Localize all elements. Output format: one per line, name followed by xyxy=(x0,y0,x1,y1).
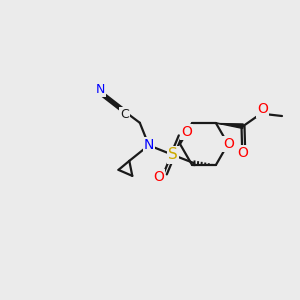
Text: C: C xyxy=(120,108,129,121)
Text: O: O xyxy=(238,146,248,160)
Text: N: N xyxy=(144,138,154,152)
Text: S: S xyxy=(168,147,178,162)
Text: O: O xyxy=(182,125,192,140)
Polygon shape xyxy=(216,123,243,128)
Text: N: N xyxy=(95,83,105,96)
Text: O: O xyxy=(153,170,164,184)
Text: O: O xyxy=(257,102,268,116)
Text: O: O xyxy=(223,137,234,151)
